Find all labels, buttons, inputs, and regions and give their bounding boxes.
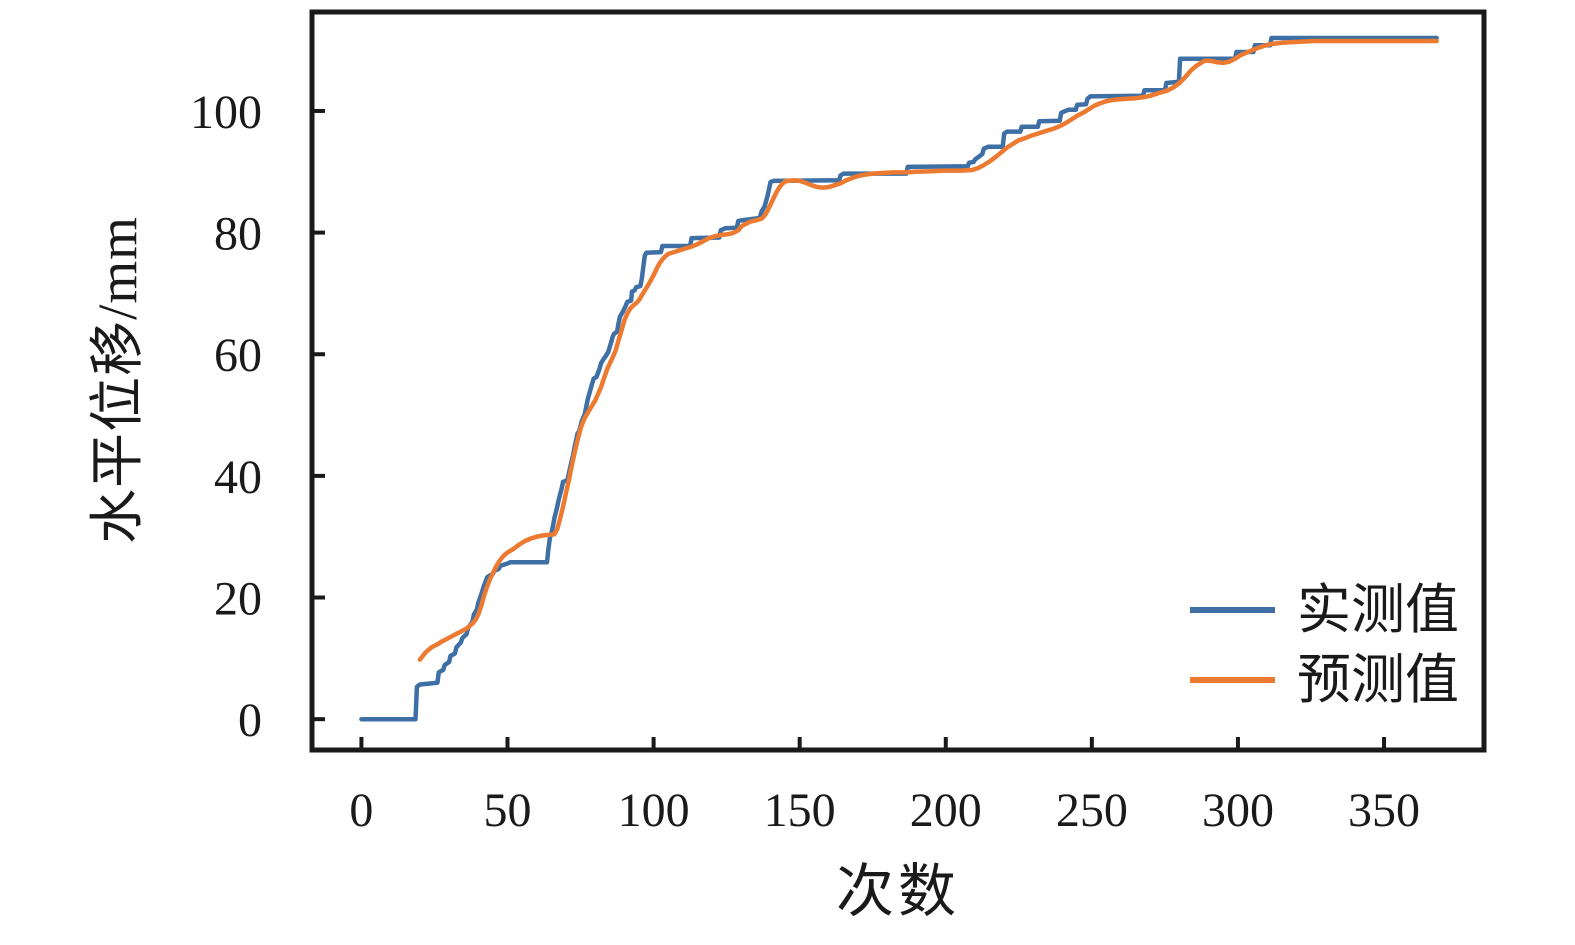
x-tick-label: 250 xyxy=(1056,784,1128,837)
x-tick-label: 0 xyxy=(349,784,373,837)
x-tick-label: 50 xyxy=(484,784,532,837)
legend-label-measured: 实测值 xyxy=(1297,580,1459,640)
y-tick-label: 20 xyxy=(214,573,262,626)
series-line-measured xyxy=(359,35,1439,722)
x-tick-label: 350 xyxy=(1348,784,1420,837)
x-tick-label: 100 xyxy=(618,784,690,837)
y-tick-label: 0 xyxy=(238,694,262,747)
y-axis-title: 水平位移/mm xyxy=(87,216,148,544)
y-tick-label: 80 xyxy=(214,208,262,261)
predicted-line-swatch xyxy=(1190,677,1275,683)
legend-label-predicted: 预测值 xyxy=(1297,650,1459,710)
x-tick-label: 300 xyxy=(1202,784,1274,837)
y-tick-label: 100 xyxy=(190,86,262,139)
series-line-predicted xyxy=(417,38,1439,662)
legend-item-measured: 实测值 xyxy=(1190,581,1459,639)
legend: 实测值 预测值 xyxy=(1190,581,1459,709)
x-axis-title: 次数 xyxy=(835,859,961,924)
y-tick-label: 40 xyxy=(214,451,262,504)
legend-item-predicted: 预测值 xyxy=(1190,651,1459,709)
x-tick-label: 200 xyxy=(910,784,982,837)
measured-line-swatch xyxy=(1190,607,1275,613)
y-tick-label: 60 xyxy=(214,329,262,382)
x-tick-label: 150 xyxy=(764,784,836,837)
axes-frame xyxy=(309,9,1487,753)
